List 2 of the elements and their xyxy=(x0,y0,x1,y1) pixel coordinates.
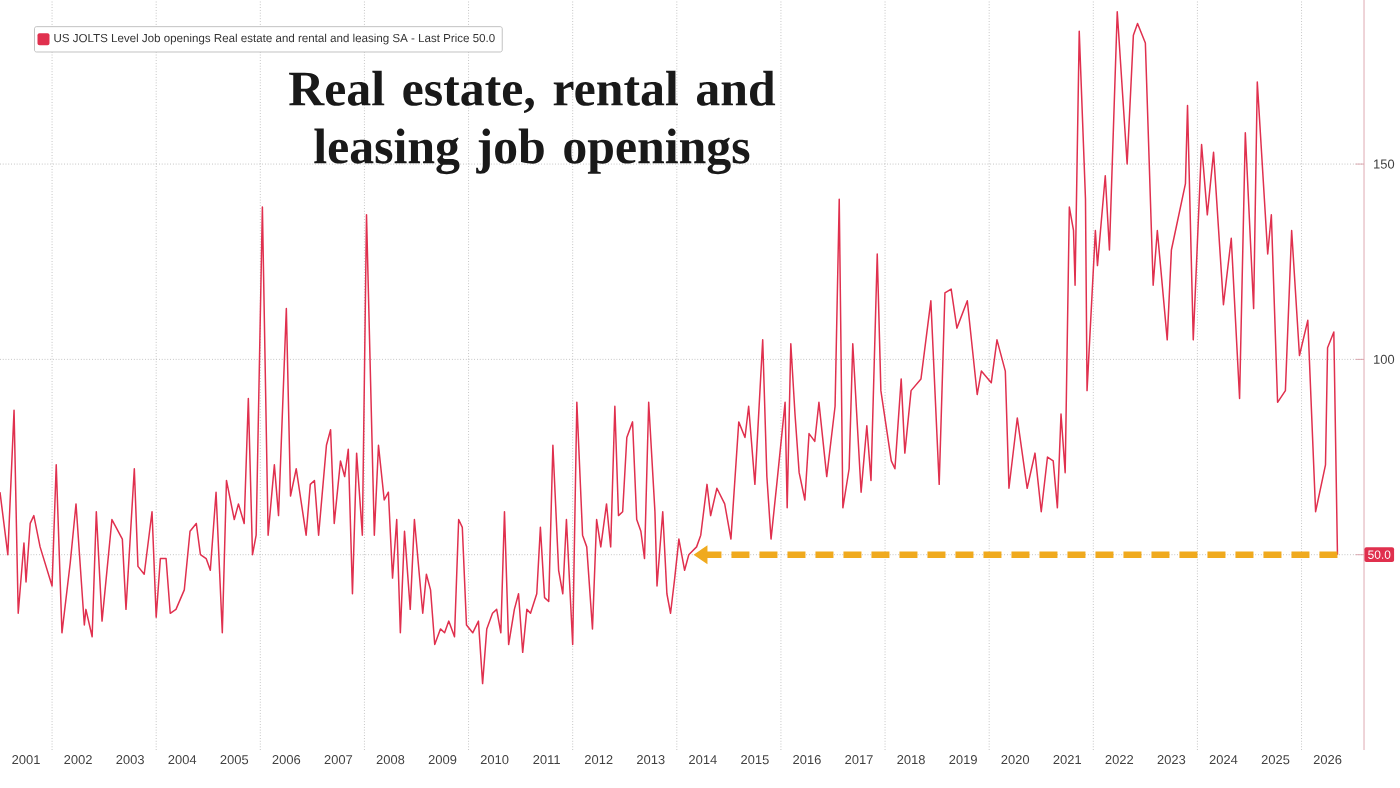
line-series xyxy=(0,10,1339,685)
text: Real estate, rental and leasing job openings xyxy=(289,70,776,175)
